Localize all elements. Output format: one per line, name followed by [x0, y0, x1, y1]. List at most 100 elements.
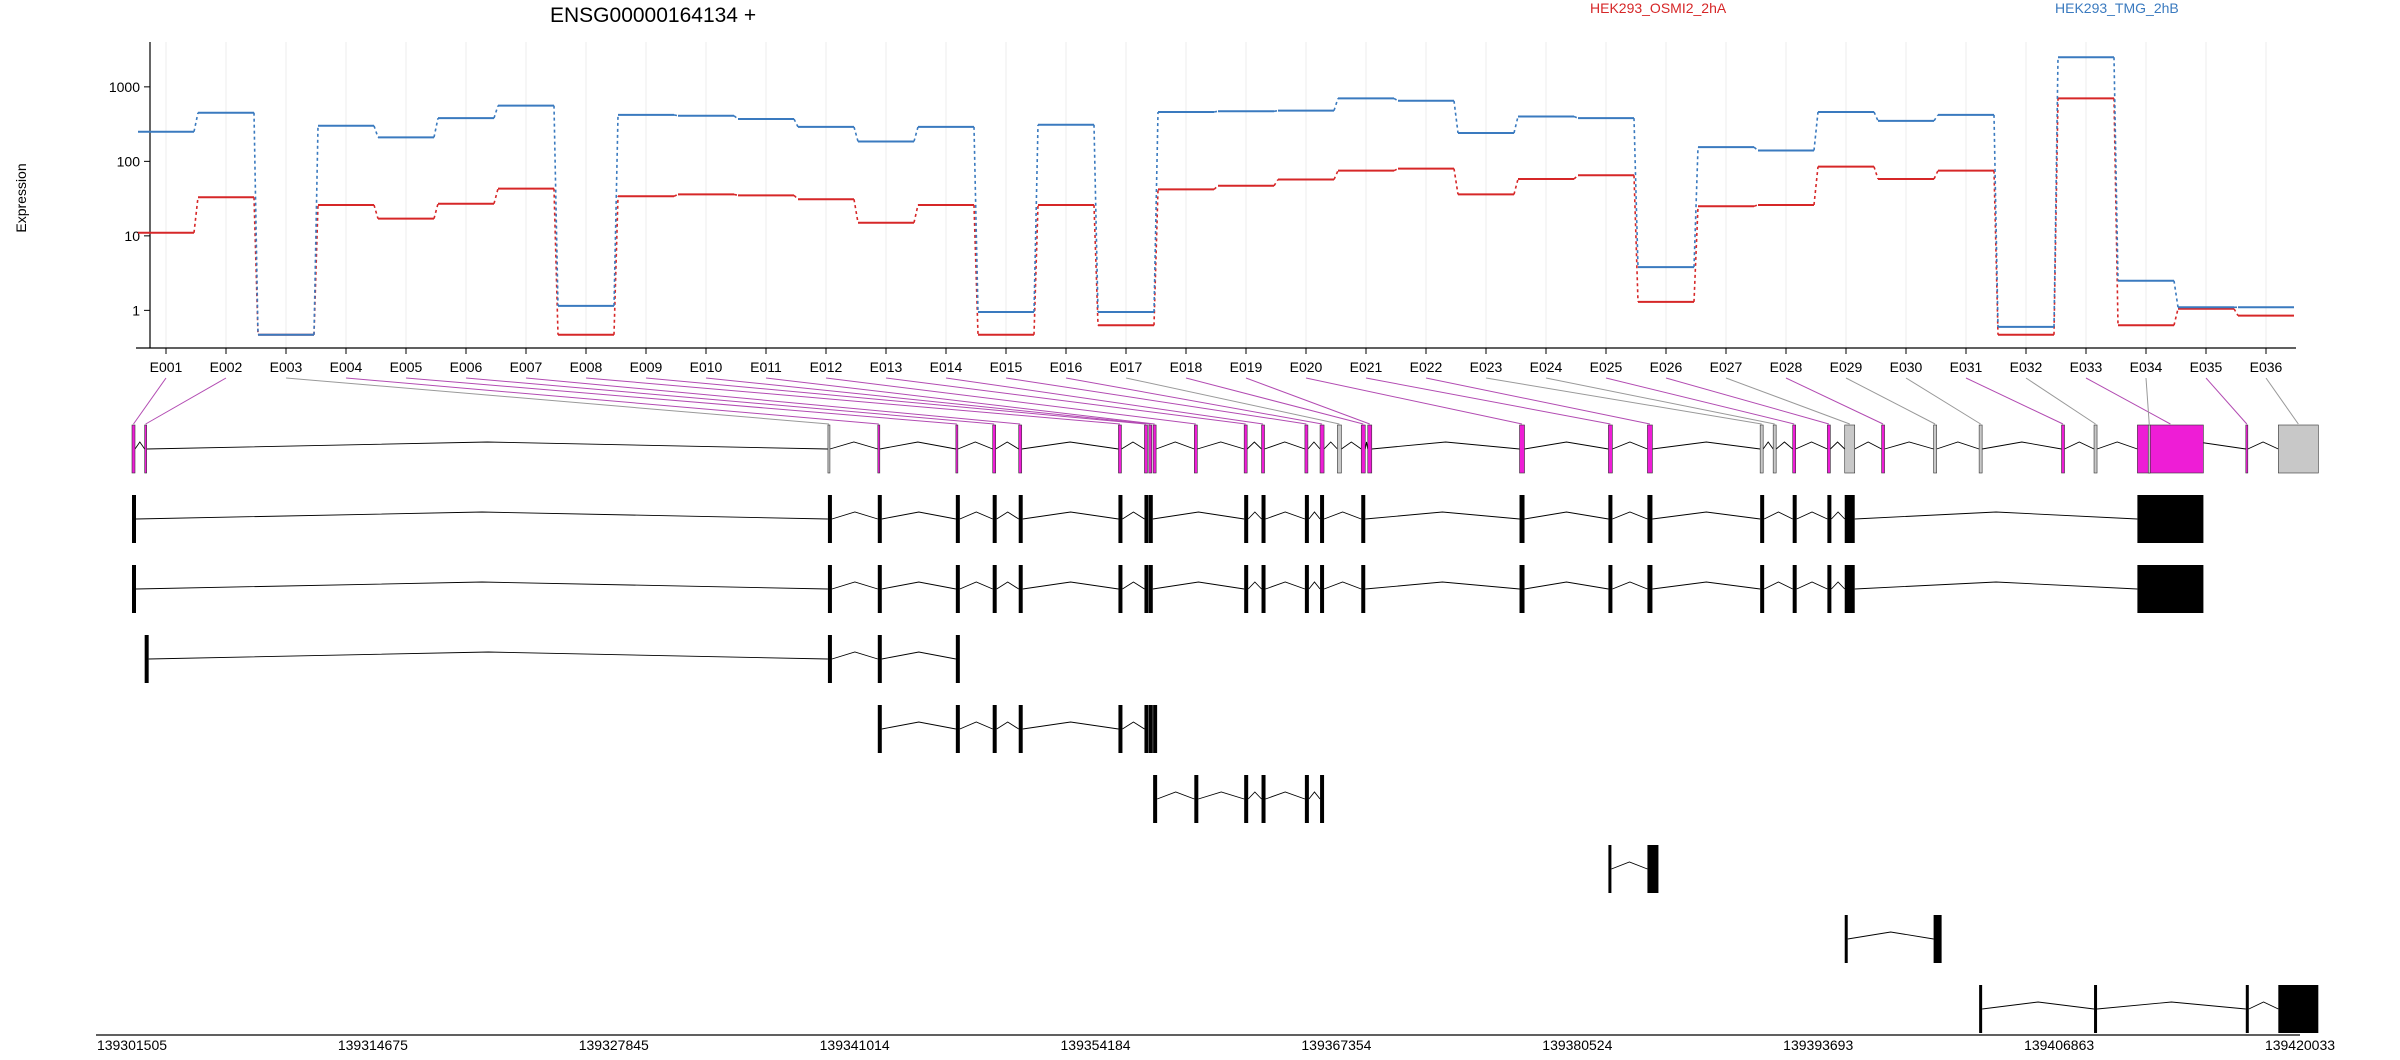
- transcript-1: [132, 495, 2204, 543]
- exon-connectors: [133, 377, 2299, 425]
- intron: [829, 441, 878, 450]
- exon-block: [1304, 495, 1309, 543]
- coord-label: 139420033: [2265, 1037, 2335, 1053]
- series-connector: [2113, 98, 2119, 326]
- exon-label: E021: [1350, 359, 1383, 375]
- intron: [1323, 581, 1362, 590]
- intron: [2096, 1001, 2246, 1010]
- series-connector: [733, 193, 739, 197]
- exon-block: [1194, 424, 1198, 474]
- exon-block: [132, 565, 136, 613]
- series-connector: [973, 126, 979, 313]
- exon-block: [1361, 565, 1366, 613]
- exon-label: E032: [2010, 359, 2043, 375]
- exon-block: [2137, 424, 2204, 474]
- exon-label: E026: [1650, 359, 1683, 375]
- intron: [1308, 791, 1321, 800]
- intron: [996, 721, 1019, 730]
- exon-label: E012: [810, 359, 843, 375]
- exon-label: E027: [1710, 359, 1743, 375]
- exon-block: [1827, 495, 1832, 543]
- exon-label: E004: [330, 359, 363, 375]
- exon-connector: [1425, 377, 1651, 425]
- intron: [1854, 581, 2138, 590]
- exon-block: [2061, 424, 2065, 474]
- series-connector: [1993, 114, 1999, 327]
- exon-label: E035: [2190, 359, 2223, 375]
- exon-connector: [2205, 377, 2248, 425]
- transcript-5: [1153, 775, 1325, 823]
- transcript-tracks: [131, 424, 2319, 1033]
- coord-label: 139314675: [338, 1037, 408, 1053]
- intron: [1612, 441, 1648, 450]
- series-connector: [433, 117, 439, 138]
- exon-block: [877, 424, 881, 474]
- intron: [1364, 441, 1369, 450]
- series-connector: [193, 112, 199, 132]
- gene-title: ENSG00000164134 +: [550, 4, 756, 27]
- series-connector: [1153, 189, 1159, 326]
- exon-connector: [1725, 377, 1850, 425]
- exon-block: [1979, 985, 1983, 1033]
- coord-label: 139393693: [1783, 1037, 1853, 1053]
- exon-block: [1608, 845, 1612, 893]
- exon-block: [1608, 565, 1613, 613]
- exon-connector: [1125, 377, 1340, 425]
- series-connector: [313, 125, 319, 335]
- exon-block: [1304, 565, 1309, 613]
- exon-connector: [1185, 377, 1364, 425]
- intron: [1982, 441, 2062, 450]
- exon-block: [1827, 424, 1831, 474]
- transcript-4: [877, 705, 1158, 753]
- y-tick-label: 1: [132, 302, 140, 318]
- exon-label: E006: [450, 359, 483, 375]
- series-connector: [1873, 166, 1879, 180]
- exon-block: [1319, 424, 1325, 474]
- exon-connector: [765, 377, 1155, 425]
- exon-connector: [1785, 377, 1884, 425]
- series-connector: [253, 112, 259, 335]
- exon-block: [1647, 565, 1653, 613]
- exon-block: [2137, 495, 2204, 543]
- series-connector: [1573, 174, 1579, 180]
- exon-label: E015: [990, 359, 1023, 375]
- intron: [959, 721, 993, 730]
- y-axis: 1 10 100 1000: [109, 42, 151, 348]
- series-connector: [1453, 168, 1459, 195]
- series-connector: [373, 204, 379, 219]
- exon-block: [1519, 424, 1525, 474]
- intron: [1763, 581, 1793, 590]
- exon-connector: [825, 377, 1196, 425]
- series-connector: [793, 118, 799, 128]
- series-connector: [1873, 111, 1879, 122]
- series-connector: [493, 188, 499, 204]
- series-connector: [2173, 308, 2179, 326]
- series-connector: [673, 114, 679, 117]
- exon-label: E009: [630, 359, 663, 375]
- exon-label: E028: [1770, 359, 1803, 375]
- exon-connector: [1905, 377, 1981, 425]
- exon-block: [1244, 565, 1249, 613]
- exon-connector: [1245, 377, 1370, 425]
- exon-block: [1018, 495, 1023, 543]
- exon-connector: [1605, 377, 1795, 425]
- exon-block: [1243, 424, 1248, 474]
- exon-label: E034: [2130, 359, 2163, 375]
- intron: [135, 511, 828, 520]
- series-connector: [2113, 57, 2119, 281]
- exon-block: [1153, 775, 1158, 823]
- exon-connector: [1485, 377, 1762, 425]
- intron: [1831, 581, 1846, 590]
- intron: [959, 511, 993, 520]
- series-connector: [1033, 124, 1039, 313]
- exon-label: E020: [1290, 359, 1323, 375]
- exon-block: [144, 424, 147, 474]
- exon-block: [1304, 424, 1309, 474]
- exon-connector: [1665, 377, 1830, 425]
- intron: [881, 651, 956, 660]
- intron: [1652, 441, 1761, 450]
- intron: [1612, 511, 1648, 520]
- exon-block: [877, 705, 882, 753]
- exon-label: E029: [1830, 359, 1863, 375]
- exon-block: [955, 424, 959, 474]
